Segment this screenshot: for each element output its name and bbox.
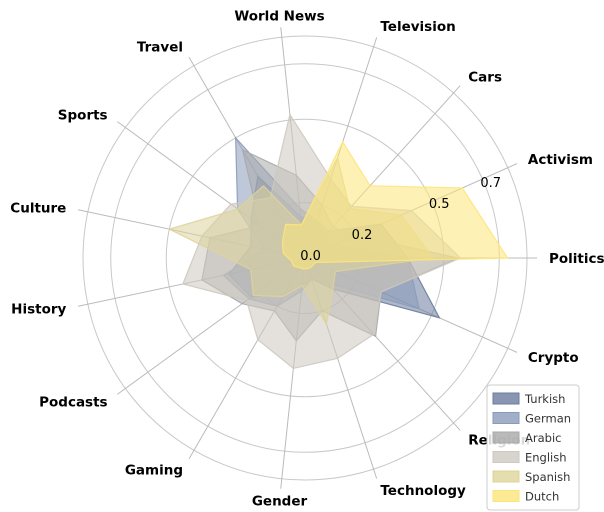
category-label-history: History bbox=[11, 302, 66, 318]
category-label-crypto: Crypto bbox=[528, 350, 579, 366]
radial-ticks: 0.0 0.2 0.5 0.7 bbox=[300, 176, 501, 264]
category-label-technology: Technology bbox=[380, 483, 466, 499]
category-label-sports: Sports bbox=[58, 108, 108, 124]
category-label-gender: Gender bbox=[252, 494, 308, 510]
category-label-gaming: Gaming bbox=[125, 462, 183, 478]
category-label-travel: Travel bbox=[137, 40, 183, 56]
series-area bbox=[167, 112, 509, 370]
legend-label: English bbox=[525, 451, 567, 465]
category-label-world-news: World News bbox=[234, 8, 324, 24]
legend-label: German bbox=[525, 412, 571, 426]
legend-swatch bbox=[492, 451, 520, 463]
legend-swatch bbox=[492, 431, 520, 444]
legend-label: Spanish bbox=[525, 470, 570, 484]
legend-swatch bbox=[492, 470, 520, 483]
category-label-podcasts: Podcasts bbox=[39, 394, 107, 410]
legend: Turkish German Arabic English Spanish Dutch bbox=[486, 384, 580, 511]
category-label-activism: Activism bbox=[528, 152, 593, 168]
series-area-dutch bbox=[281, 140, 509, 270]
category-label-culture: Culture bbox=[10, 200, 66, 216]
category-label-cars: Cars bbox=[468, 70, 502, 86]
legend-label: Arabic bbox=[525, 431, 561, 445]
tick-label: 0.5 bbox=[429, 197, 450, 212]
legend-label: Dutch bbox=[525, 490, 559, 504]
category-labels: Politics Activism Cars Television World News… bbox=[10, 8, 604, 509]
tick-label: 0.0 bbox=[300, 249, 321, 264]
legend-label: Turkish bbox=[524, 392, 565, 406]
tick-label: 0.7 bbox=[480, 176, 501, 191]
legend-swatch bbox=[492, 490, 520, 502]
legend-swatch bbox=[492, 392, 520, 405]
category-label-television: Television bbox=[380, 19, 455, 35]
tick-label: 0.2 bbox=[352, 228, 373, 243]
category-label-politics: Politics bbox=[549, 251, 604, 267]
legend-swatch bbox=[492, 412, 520, 424]
